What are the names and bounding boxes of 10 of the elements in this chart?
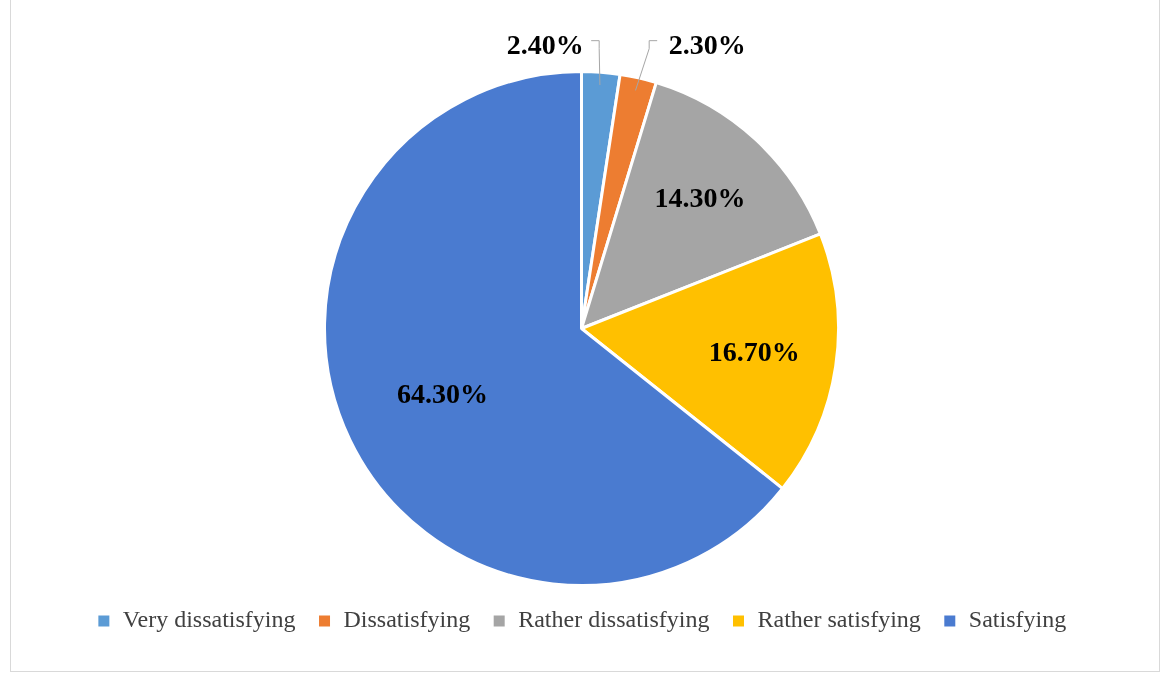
data-label: 2.40% bbox=[506, 28, 584, 60]
data-label: 2.30% bbox=[668, 28, 746, 60]
legend-label: Satisfying bbox=[968, 606, 1067, 633]
data-label: 64.30% bbox=[397, 377, 489, 409]
legend-label: Very dissatisfying bbox=[122, 606, 296, 633]
legend-label: Dissatisfying bbox=[343, 606, 471, 633]
data-label: 14.30% bbox=[654, 182, 746, 214]
legend-label: Rather satisfying bbox=[757, 606, 921, 633]
legend-label: Rather dissatisfying bbox=[518, 606, 710, 633]
data-label: 16.70% bbox=[708, 336, 800, 368]
